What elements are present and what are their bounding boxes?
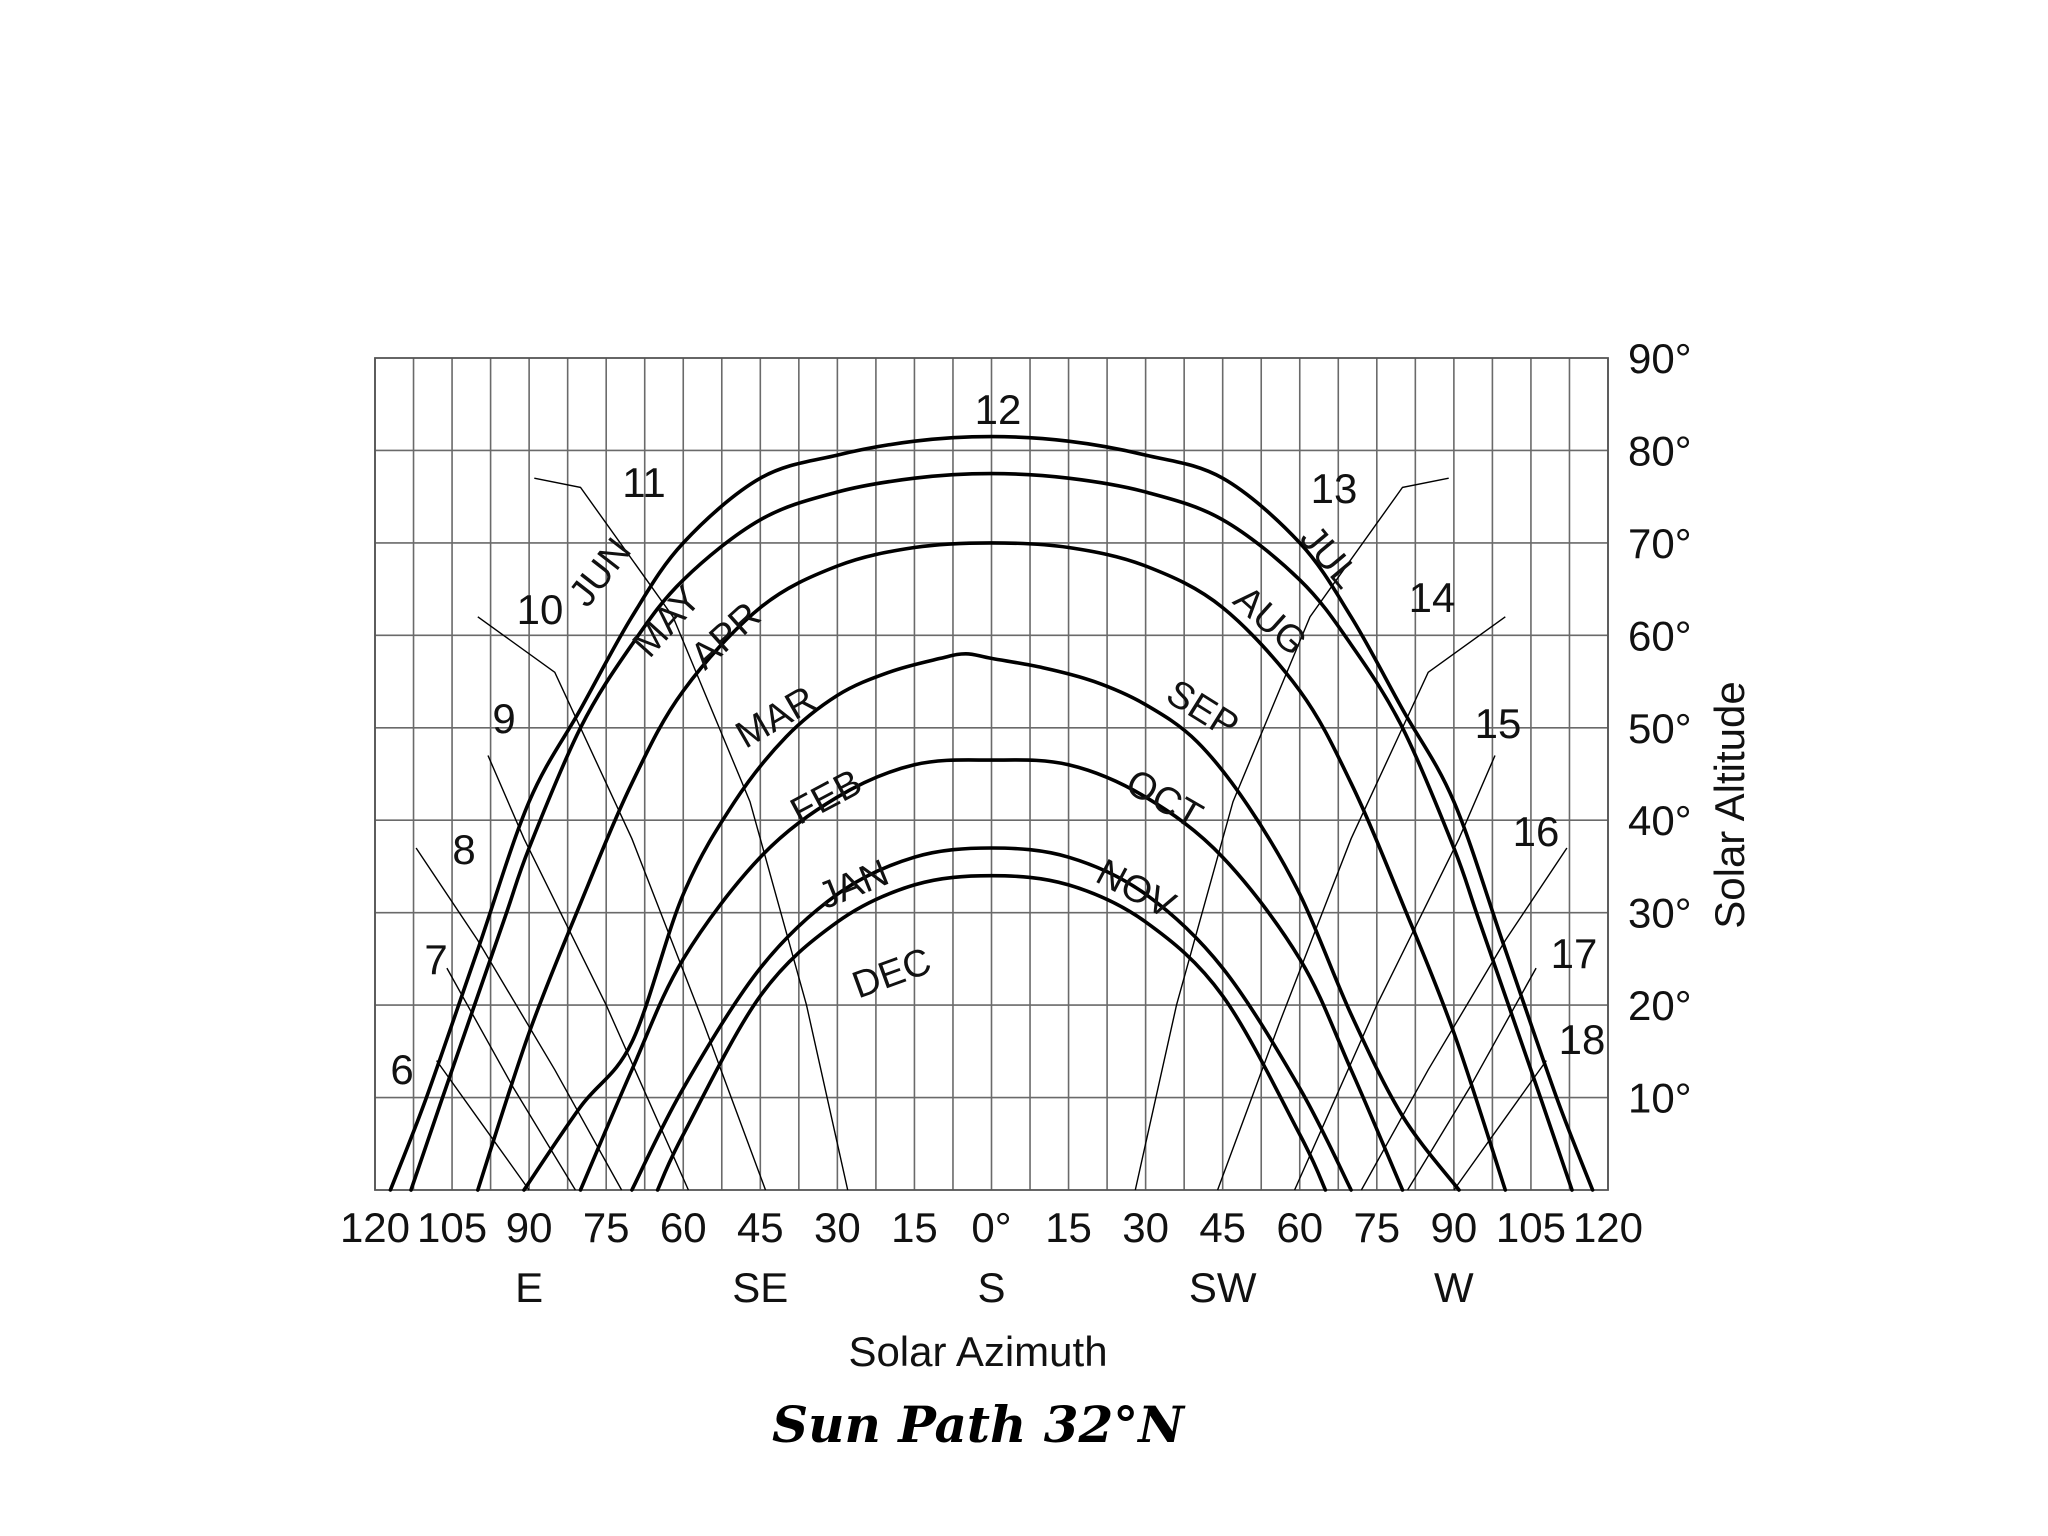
y-tick-label: 80° bbox=[1628, 427, 1692, 474]
x-tick-label: 30 bbox=[814, 1204, 861, 1251]
hour-label-17: 17 bbox=[1551, 930, 1598, 977]
month-label-sep: SEP bbox=[1159, 672, 1246, 748]
y-tick-label: 10° bbox=[1628, 1075, 1692, 1122]
hour-line bbox=[1216, 616, 1506, 1191]
y-tick-label: 70° bbox=[1628, 520, 1692, 567]
y-tick-label: 60° bbox=[1628, 612, 1692, 659]
month-curve-jun bbox=[388, 434, 1595, 1192]
hour-label-14: 14 bbox=[1409, 574, 1456, 621]
month-curve-mar bbox=[522, 652, 1461, 1192]
hour-line bbox=[436, 1060, 530, 1191]
plot-frame bbox=[374, 357, 1609, 1191]
hour-label-7: 7 bbox=[424, 936, 447, 983]
hour-line bbox=[446, 967, 576, 1191]
x-tick-label: 45 bbox=[737, 1204, 784, 1251]
hour-label-12: 12 bbox=[975, 386, 1022, 433]
x-tick-label: 60 bbox=[1276, 1204, 1323, 1251]
month-curve-feb bbox=[578, 758, 1405, 1192]
x-tick-label: 60 bbox=[660, 1204, 707, 1251]
hour-label-10: 10 bbox=[517, 586, 564, 633]
month-curve-jan bbox=[630, 846, 1353, 1192]
y-tick-label: 30° bbox=[1628, 890, 1692, 937]
hour-line bbox=[1407, 967, 1537, 1191]
hour-label-9: 9 bbox=[492, 695, 515, 742]
compass-label-w: W bbox=[1434, 1264, 1474, 1311]
y-tick-label: 40° bbox=[1628, 797, 1692, 844]
hour-label-18: 18 bbox=[1559, 1016, 1606, 1063]
hour-label-16: 16 bbox=[1513, 808, 1560, 855]
y-tick-label: 50° bbox=[1628, 705, 1692, 752]
month-label-jan: JAN bbox=[812, 852, 894, 918]
y-tick-label: 20° bbox=[1628, 982, 1692, 1029]
x-tick-label: 0° bbox=[971, 1204, 1011, 1251]
month-curve-dec bbox=[655, 873, 1328, 1192]
x-tick-label: 90 bbox=[1431, 1204, 1478, 1251]
month-curves bbox=[388, 434, 1595, 1192]
hour-label-6: 6 bbox=[390, 1046, 413, 1093]
hour-lines bbox=[415, 477, 1568, 1191]
compass-label-se: SE bbox=[732, 1264, 788, 1311]
month-label-dec: DEC bbox=[847, 940, 937, 1007]
x-tick-label: 15 bbox=[891, 1204, 938, 1251]
x-tick-label: 75 bbox=[1353, 1204, 1400, 1251]
hour-line bbox=[487, 755, 690, 1191]
x-tick-label: 45 bbox=[1199, 1204, 1246, 1251]
curve-labels: JUNMAYAPRMARFEBJANDECJULAUGSEPOCTNOV6789… bbox=[390, 386, 1605, 1093]
hour-line bbox=[1453, 1060, 1547, 1191]
x-tick-label: 105 bbox=[1496, 1204, 1566, 1251]
x-tick-label: 15 bbox=[1045, 1204, 1092, 1251]
x-tick-label: 120 bbox=[340, 1204, 410, 1251]
compass-label-sw: SW bbox=[1189, 1264, 1257, 1311]
x-axis-title: Solar Azimuth bbox=[848, 1328, 1107, 1375]
compass-label-s: S bbox=[977, 1264, 1005, 1311]
x-tick-label: 120 bbox=[1573, 1204, 1643, 1251]
month-label-oct: OCT bbox=[1119, 761, 1209, 837]
hour-line bbox=[1360, 847, 1568, 1191]
hour-label-15: 15 bbox=[1475, 700, 1522, 747]
x-tick-label: 105 bbox=[417, 1204, 487, 1251]
hour-line bbox=[415, 847, 623, 1191]
hour-line bbox=[1293, 755, 1496, 1191]
hour-label-11: 11 bbox=[622, 459, 666, 506]
month-curve-apr bbox=[476, 541, 1508, 1192]
compass-label-e: E bbox=[515, 1264, 543, 1311]
hour-label-13: 13 bbox=[1311, 465, 1358, 512]
hour-line bbox=[1134, 477, 1449, 1191]
x-tick-label: 90 bbox=[506, 1204, 553, 1251]
hour-label-8: 8 bbox=[452, 826, 475, 873]
x-tick-label: 75 bbox=[583, 1204, 630, 1251]
y-tick-label: 90° bbox=[1628, 335, 1692, 382]
x-tick-label: 30 bbox=[1122, 1204, 1169, 1251]
hour-line bbox=[534, 477, 849, 1191]
month-curve-may bbox=[409, 471, 1574, 1192]
y-axis-title: Solar Altitude bbox=[1706, 681, 1753, 929]
chart-title: Sun Path 32°N bbox=[772, 1395, 1186, 1454]
hour-line bbox=[477, 616, 767, 1191]
